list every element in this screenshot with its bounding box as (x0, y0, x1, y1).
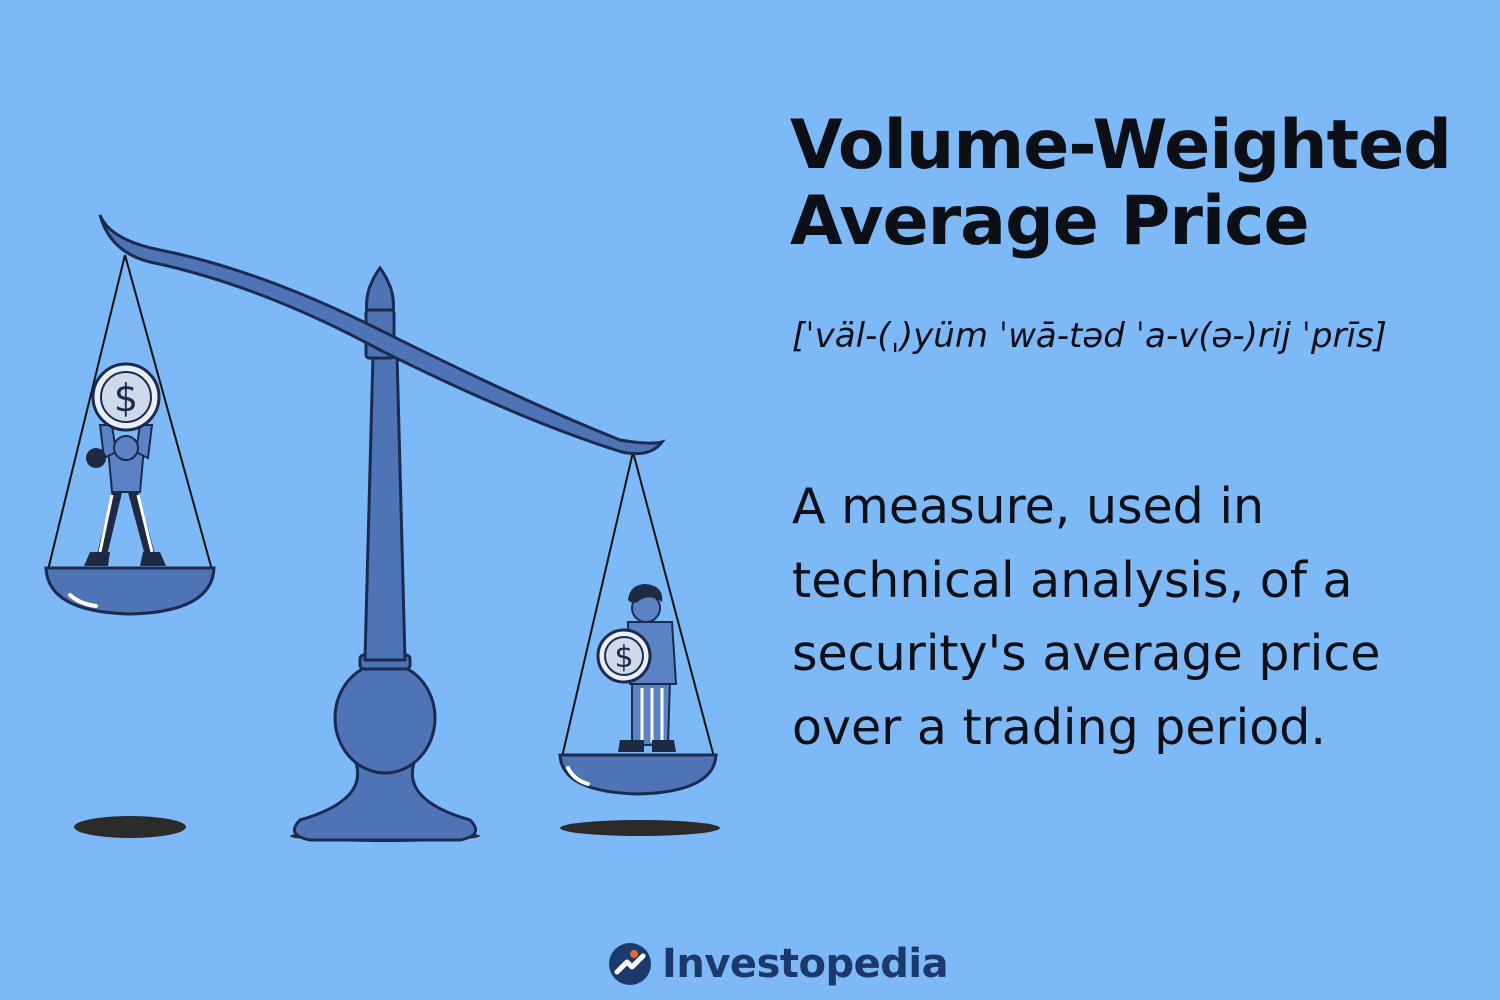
logo-wordmark: Investopedia (662, 941, 949, 987)
scale-finial (365, 265, 395, 314)
right-coin-symbol: $ (614, 640, 633, 675)
definition-line-1: A measure, used in (792, 478, 1265, 535)
title-line-1: Volume-Weighted (790, 106, 1452, 185)
left-pan-highlight (68, 593, 98, 608)
scale-base (292, 758, 478, 842)
right-figure-with-coin: $ (596, 584, 678, 752)
page-title: Volume-Weighted Average Price (790, 106, 1480, 262)
left-figure-with-coin: $ (84, 362, 166, 566)
scale-pillar (363, 353, 407, 662)
scale-beam (98, 214, 666, 456)
left-pan (44, 566, 216, 616)
left-coin-symbol: $ (114, 376, 138, 420)
balance-scale-illustration: $ $ (44, 214, 720, 842)
pronunciation: [ˈväl-(ˌ)yüm ˈwā-təd ˈa-v(ə-)rij ˈprīs] (792, 316, 1387, 356)
right-pan-strings (561, 451, 715, 758)
definition-line-4: over a trading period. (792, 698, 1326, 756)
scale-base-bulb (333, 661, 437, 775)
definition-line-2: technical analysis, of a (792, 551, 1353, 609)
definition-line-3: security's average price (792, 625, 1381, 682)
right-pan-shadow (560, 820, 720, 836)
investopedia-logo-icon (609, 943, 651, 985)
left-pan-strings (47, 254, 213, 571)
title-line-2: Average Price (790, 182, 1310, 262)
right-pan-highlight (566, 766, 590, 786)
left-pan-shadow (74, 816, 186, 838)
definition-text: A measure, used in technical analysis, o… (792, 470, 1472, 764)
investopedia-logo: Investopedia (608, 934, 949, 994)
right-pan (558, 753, 718, 796)
